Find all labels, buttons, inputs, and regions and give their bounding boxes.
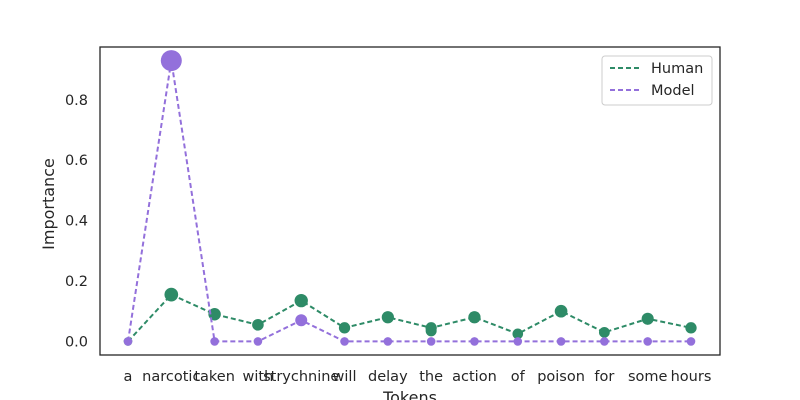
x-tick-label: taken — [194, 369, 235, 385]
series-layer — [123, 50, 697, 346]
model-point — [470, 337, 479, 346]
human-point — [252, 318, 264, 331]
human-point — [468, 311, 481, 324]
x-tick-label: hours — [671, 369, 712, 385]
model-line — [127, 60, 691, 343]
x-axis-label: Tokens — [382, 388, 437, 400]
model-point — [210, 337, 219, 346]
model-point — [600, 337, 609, 346]
x-tick-label: narcotic — [142, 369, 200, 385]
model-point — [253, 337, 263, 346]
x-tick-label: a — [124, 369, 133, 385]
x-tick-label: poison — [537, 369, 585, 385]
model-point — [123, 337, 133, 346]
y-axis-label: Importance — [39, 158, 58, 250]
x-tick-label: for — [594, 369, 614, 385]
human-point — [598, 326, 610, 338]
x-tick-label: will — [333, 369, 357, 385]
human-extra-point — [425, 325, 437, 337]
y-tick-label: 0.6 — [65, 153, 88, 169]
model-point — [295, 314, 308, 327]
model-point — [556, 337, 566, 346]
human-point — [641, 312, 654, 325]
y-ticks: 0.0 0.2 0.4 0.6 0.8 — [65, 93, 88, 351]
y-tick-label: 0.8 — [65, 93, 88, 109]
human-point — [294, 293, 308, 308]
human-point — [685, 322, 697, 334]
y-tick-label: 0.0 — [65, 334, 88, 350]
model-point — [160, 50, 182, 72]
y-tick-label: 0.4 — [65, 214, 88, 230]
x-tick-label: delay — [368, 369, 408, 385]
model-point — [513, 337, 523, 346]
x-tick-label: of — [511, 369, 526, 385]
x-tick-label: some — [628, 369, 668, 385]
x-tick-label: the — [419, 369, 443, 385]
human-point — [164, 287, 179, 302]
model-point — [383, 337, 393, 346]
human-point — [554, 304, 568, 318]
x-tick-label: with — [243, 369, 274, 385]
human-point — [381, 311, 394, 324]
x-tick-label: action — [452, 369, 497, 385]
legend-human-label: Human — [651, 61, 703, 77]
model-point — [340, 337, 349, 346]
human-point — [512, 328, 524, 340]
model-point — [426, 337, 436, 346]
model-point — [686, 337, 696, 346]
x-tick-label: strychnine — [263, 369, 339, 385]
model-point — [643, 337, 652, 346]
human-line — [127, 293, 692, 343]
legend-model-label: Model — [651, 83, 695, 99]
y-tick-label: 0.2 — [65, 274, 88, 290]
human-point — [338, 322, 351, 334]
legend: Human Model — [601, 55, 713, 106]
